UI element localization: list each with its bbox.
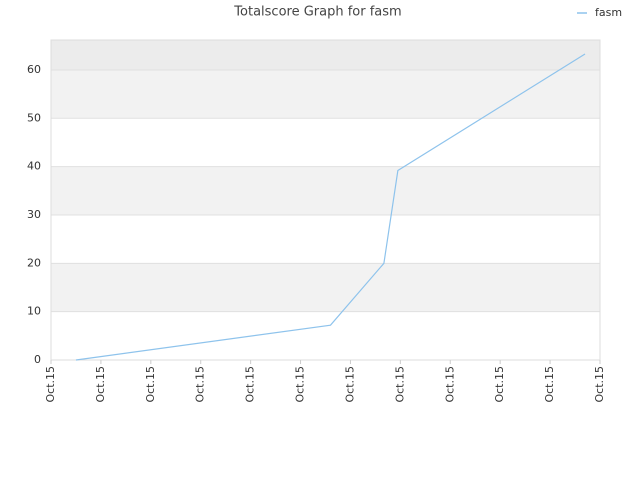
grid-band	[51, 69, 600, 119]
x-tick-label: Oct.15	[593, 366, 606, 403]
y-tick-label: 30	[27, 208, 41, 221]
legend-label: fasm	[595, 6, 622, 19]
x-tick-label: Oct.15	[493, 366, 506, 403]
grid-band	[51, 263, 600, 312]
x-tick-label: Oct.15	[343, 366, 356, 403]
y-tick-label: 40	[27, 160, 41, 173]
x-tick-label: Oct.15	[244, 366, 257, 403]
x-tick-label: Oct.15	[443, 366, 456, 403]
series-line	[75, 53, 586, 361]
y-tick-label: 60	[27, 63, 41, 76]
grid-band	[51, 166, 600, 215]
x-tick-label: Oct.15	[144, 366, 157, 403]
x-tick-label: Oct.15	[194, 366, 207, 403]
x-tick-label: Oct.15	[44, 366, 57, 403]
x-tick-label: Oct.15	[94, 366, 107, 403]
y-tick-label: 0	[34, 353, 41, 366]
grid-band	[51, 40, 600, 70]
x-tick-label: Oct.15	[543, 366, 556, 403]
x-tick-label: Oct.15	[393, 366, 406, 403]
x-tick-label: Oct.15	[294, 366, 307, 403]
y-tick-label: 10	[27, 305, 41, 318]
y-tick-label: 50	[27, 111, 41, 124]
chart-title: Totalscore Graph for fasm	[233, 5, 401, 20]
y-tick-label: 20	[27, 256, 41, 269]
plot-border	[50, 39, 601, 361]
